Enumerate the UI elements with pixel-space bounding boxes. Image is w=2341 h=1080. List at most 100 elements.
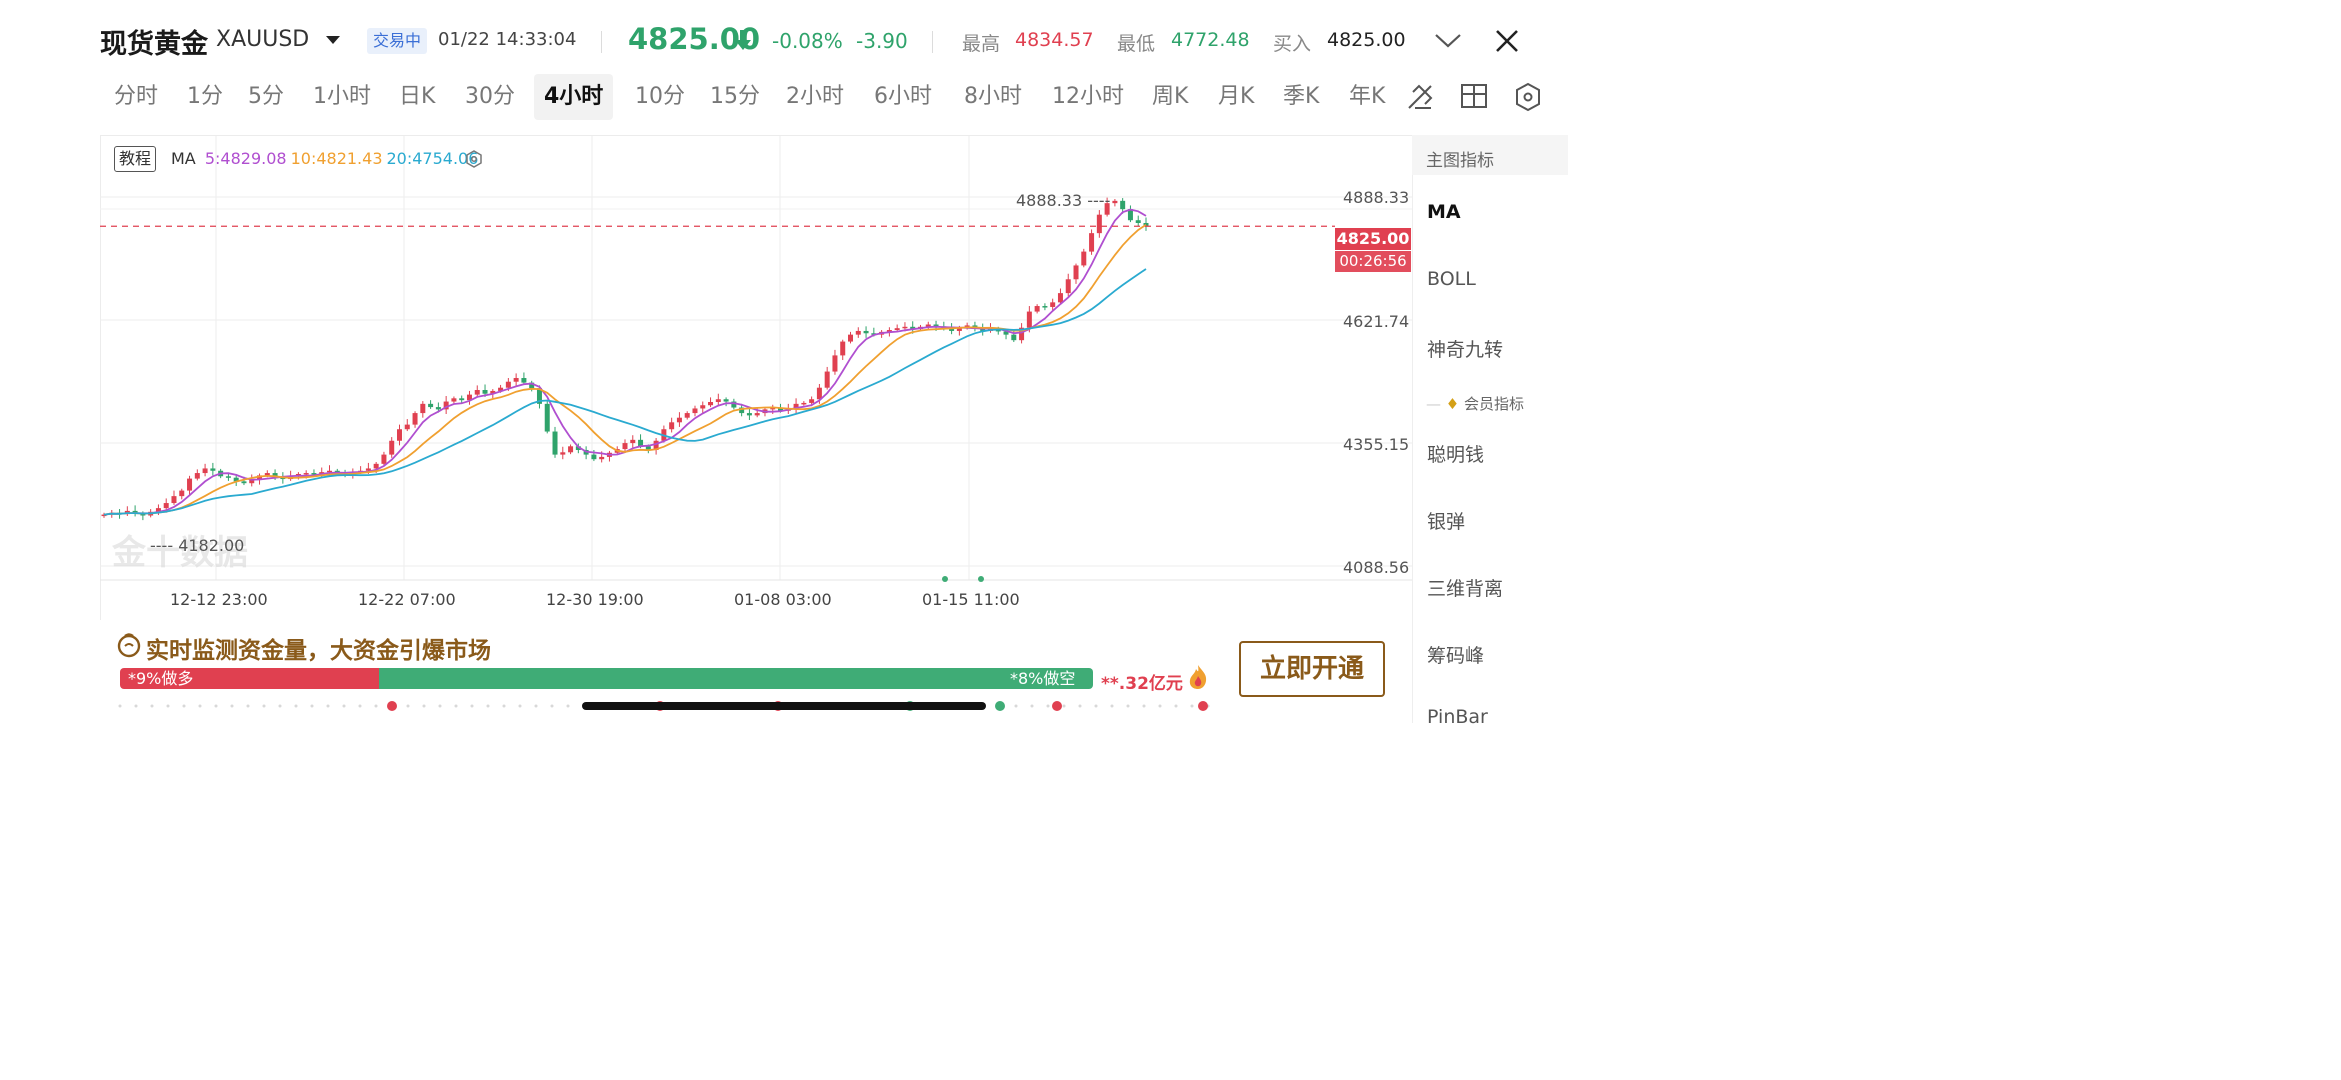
timeline-dot bbox=[1126, 704, 1130, 708]
sidebar-item-pinbar[interactable]: PinBar bbox=[1427, 706, 1488, 728]
candle-body bbox=[638, 439, 644, 447]
tab-timeframe[interactable]: 15分 bbox=[710, 84, 760, 109]
banner-title: 实时监测资金量，大资金引爆市场 bbox=[146, 638, 491, 664]
candle-body bbox=[311, 473, 317, 475]
tab-timeframe[interactable]: 日K bbox=[399, 84, 436, 109]
candle-body bbox=[202, 468, 208, 474]
candle-body bbox=[723, 399, 729, 402]
candle-body bbox=[739, 407, 745, 414]
tab-timeframe[interactable]: 周K bbox=[1152, 84, 1189, 109]
sidebar-item-smart-money[interactable]: 聪明钱 bbox=[1427, 444, 1485, 466]
short-text: *8%做空 bbox=[1010, 669, 1076, 688]
candle-body bbox=[443, 401, 449, 410]
candle-body bbox=[801, 402, 807, 405]
timeline-dot bbox=[150, 704, 154, 708]
layout-grid-icon[interactable] bbox=[1460, 82, 1488, 110]
candle-body bbox=[630, 439, 636, 444]
tab-timeframe[interactable]: 4小时 bbox=[534, 74, 614, 120]
chart-panel[interactable] bbox=[100, 135, 1413, 620]
candle-body bbox=[676, 417, 682, 423]
candle-body bbox=[645, 446, 651, 450]
sidebar-item-divergence[interactable]: 三维背离 bbox=[1427, 578, 1504, 600]
low-marker-label: ---- 4182.00 bbox=[150, 536, 245, 555]
candle-body bbox=[101, 514, 107, 517]
candle-body bbox=[591, 454, 597, 460]
candle-body bbox=[560, 452, 566, 455]
candle-body bbox=[459, 398, 465, 401]
sidebar-item-ma[interactable]: MA bbox=[1427, 201, 1461, 223]
tab-timeframe[interactable]: 8小时 bbox=[964, 84, 1022, 109]
tab-timeframe[interactable]: 1分 bbox=[187, 84, 223, 109]
candle-body bbox=[257, 475, 263, 480]
tab-timeframe[interactable]: 分时 bbox=[114, 84, 159, 109]
candle-body bbox=[389, 440, 395, 455]
timeline-dot bbox=[422, 704, 426, 708]
chevron-down-icon[interactable] bbox=[1434, 28, 1462, 52]
tutorial-button[interactable]: 教程 bbox=[114, 146, 157, 172]
timeline-dot bbox=[1062, 704, 1066, 708]
candle-body bbox=[824, 371, 830, 388]
high-label: 最高 bbox=[962, 33, 1001, 55]
sidebar-item-silver-bullet[interactable]: 银弹 bbox=[1427, 511, 1466, 533]
tab-timeframe[interactable]: 年K bbox=[1349, 84, 1386, 109]
tab-timeframe[interactable]: 6小时 bbox=[874, 84, 932, 109]
candle-body bbox=[855, 330, 861, 335]
tab-timeframe[interactable]: 5分 bbox=[248, 84, 284, 109]
tab-timeframe[interactable]: 月K bbox=[1218, 84, 1255, 109]
y-tick-label: 4088.56 bbox=[1343, 558, 1410, 577]
timeline-dot bbox=[1094, 704, 1098, 708]
candle-body bbox=[536, 388, 542, 404]
home-indicator[interactable] bbox=[582, 702, 986, 710]
tab-timeframe[interactable]: 10分 bbox=[635, 84, 685, 109]
tab-timeframe[interactable]: 12小时 bbox=[1052, 84, 1124, 109]
timeline-dot bbox=[198, 704, 202, 708]
candle-body bbox=[910, 326, 916, 330]
indicator-settings-icon[interactable] bbox=[465, 150, 483, 168]
timeline-dot bbox=[246, 704, 250, 708]
candle-body bbox=[949, 328, 955, 331]
candle-body bbox=[420, 403, 426, 414]
timeline-dot bbox=[166, 704, 170, 708]
sidebar-header-label: 主图指标 bbox=[1426, 151, 1494, 171]
subscribe-button[interactable]: 立即开通 bbox=[1239, 641, 1385, 697]
vip-section-label: — ♦ 会员指标 bbox=[1426, 395, 1525, 413]
timeline-dot bbox=[438, 704, 442, 708]
timeline-dot bbox=[358, 704, 362, 708]
x-tick-label: 12-30 19:00 bbox=[546, 590, 644, 609]
ma20-line bbox=[103, 268, 1147, 516]
sidebar-item-magic-nine[interactable]: 神奇九转 bbox=[1427, 339, 1504, 361]
sidebar-item-boll[interactable]: BOLL bbox=[1427, 268, 1476, 290]
candle-body bbox=[731, 401, 737, 408]
candle-body bbox=[770, 407, 776, 410]
candle-body bbox=[669, 422, 675, 430]
candle-body bbox=[1112, 200, 1118, 204]
x-tick-label: 12-22 07:00 bbox=[358, 590, 456, 609]
tab-timeframe[interactable]: 30分 bbox=[465, 84, 515, 109]
high-value: 4834.57 bbox=[1015, 29, 1094, 51]
candle-body bbox=[902, 326, 908, 329]
candlestick-chart[interactable] bbox=[0, 0, 1412, 620]
candle-body bbox=[793, 403, 799, 409]
candle-body bbox=[163, 503, 169, 509]
candle-body bbox=[241, 481, 247, 484]
candle-body bbox=[754, 413, 760, 416]
timeline-dot bbox=[1190, 704, 1194, 708]
tab-timeframe[interactable]: 1小时 bbox=[313, 84, 371, 109]
tab-timeframe[interactable]: 2小时 bbox=[786, 84, 844, 109]
instrument-symbol[interactable]: XAUUSD bbox=[216, 27, 310, 52]
candle-body bbox=[529, 382, 535, 389]
ma10-line bbox=[103, 223, 1147, 516]
candle-body bbox=[404, 424, 410, 430]
drawing-tool-icon[interactable] bbox=[1405, 82, 1435, 112]
current-price-tag: 4825.00 bbox=[1335, 228, 1411, 250]
timeline-dot bbox=[342, 704, 346, 708]
caret-down-icon[interactable] bbox=[326, 36, 340, 44]
ma20-value: 20:4754.06 bbox=[386, 149, 479, 168]
tab-timeframe[interactable]: 季K bbox=[1283, 84, 1320, 109]
timeline-dot bbox=[134, 704, 138, 708]
ma-legend: MA 5:4829.08 10:4821.43 20:4754.06 bbox=[171, 149, 482, 168]
y-tick-label: 4888.33 bbox=[1343, 188, 1410, 207]
settings-hexagon-icon[interactable] bbox=[1514, 82, 1542, 112]
close-icon[interactable] bbox=[1494, 28, 1520, 54]
sidebar-item-chip-peak[interactable]: 筹码峰 bbox=[1427, 645, 1485, 667]
